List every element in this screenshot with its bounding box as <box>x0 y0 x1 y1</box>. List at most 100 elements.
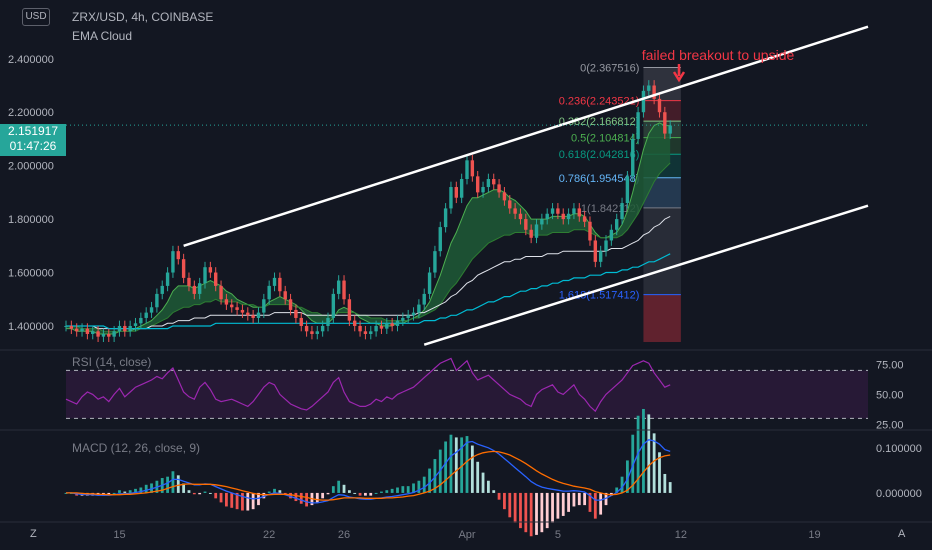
candle-body <box>652 85 656 99</box>
rsi-pane[interactable]: RSI (14, close) 75.00 50.00 25.00 <box>65 355 904 431</box>
rsi-band-fill <box>66 370 868 419</box>
candle <box>144 307 148 324</box>
macd-histogram-bar <box>572 492 576 507</box>
candle-body <box>465 160 469 180</box>
candle-body <box>203 267 207 284</box>
last-price-value: 2.151917 <box>7 124 59 138</box>
macd-histogram-bar <box>652 433 656 493</box>
candle <box>449 181 453 214</box>
candle-body <box>331 293 336 318</box>
candle <box>310 325 314 340</box>
macd-histogram-bar <box>374 492 378 494</box>
macd-histogram-bar <box>556 492 560 519</box>
fib-level-label: 0.236(2.243521) <box>559 96 640 108</box>
candle <box>208 261 213 278</box>
last-price-tag: 2.151917 01:47:26 <box>0 124 66 156</box>
candle <box>214 267 218 292</box>
candle <box>219 280 223 305</box>
candle-body <box>657 98 662 113</box>
candle <box>240 304 245 318</box>
axes: 2.400000 2.200000 2.000000 1.800000 1.600000… <box>0 54 932 541</box>
macd-pane[interactable]: MACD (12, 26, close, 9) 0.100000 0.000000 <box>64 408 922 537</box>
macd-histogram-bar <box>406 486 410 493</box>
candle <box>663 106 667 139</box>
candle <box>320 320 325 337</box>
candle-body <box>395 320 400 326</box>
candle <box>641 85 646 118</box>
candle-body <box>534 224 539 238</box>
auto-scale-button[interactable]: A <box>898 528 906 540</box>
candle-body <box>117 325 122 332</box>
candle-body <box>470 160 475 177</box>
candle <box>609 224 614 246</box>
candle-body <box>390 323 394 326</box>
channel-lower-line <box>423 204 869 346</box>
candle <box>80 323 84 337</box>
price-pane[interactable]: 0(2.367516)0.236(2.243521)0.382(2.166812… <box>64 25 869 346</box>
ma-white-line <box>66 215 671 330</box>
candle-body <box>625 176 630 204</box>
candle <box>513 203 517 220</box>
macd-histogram-bar <box>326 492 330 495</box>
candle-body <box>481 187 485 193</box>
candle-body <box>518 213 523 220</box>
price-axis-tick-label: 1.800000 <box>8 214 54 226</box>
candle <box>417 299 421 318</box>
candle-body <box>176 251 180 260</box>
macd-histogram-bar <box>208 492 212 494</box>
candle-body <box>133 323 138 326</box>
x-axis-tick-label: Apr <box>458 529 475 541</box>
symbol-title: ZRX/USD, 4h, COINBASE <box>72 10 214 24</box>
macd-histogram-bar <box>139 487 143 493</box>
candle-body <box>572 208 576 214</box>
candle <box>427 267 432 300</box>
candle-body <box>315 331 319 334</box>
candle <box>588 216 592 246</box>
candle-body <box>438 227 442 252</box>
candle <box>631 133 635 182</box>
fib-level-label: 1(1.842112) <box>581 203 640 215</box>
candle-body <box>497 184 501 193</box>
macd-histogram-bar <box>492 490 496 493</box>
macd-histogram-bar <box>658 452 661 493</box>
macd-histogram-bar <box>166 476 169 493</box>
candle-body <box>427 272 432 294</box>
macd-signal-line <box>66 450 671 501</box>
candle-body <box>620 203 624 220</box>
candle <box>497 179 501 198</box>
macd-histogram-bar <box>577 492 581 506</box>
candle <box>299 312 303 332</box>
candle-body <box>663 112 667 134</box>
candle-body <box>540 219 544 225</box>
candle-body <box>85 328 90 334</box>
candle <box>112 325 116 342</box>
candle-body <box>69 325 74 329</box>
candle-body <box>379 325 384 329</box>
candle <box>598 245 603 268</box>
candle-body <box>187 277 191 286</box>
macd-histogram-bar <box>642 408 645 493</box>
candle-body <box>96 331 100 337</box>
candle-body <box>181 259 186 278</box>
candle <box>540 213 544 230</box>
candle <box>192 280 197 300</box>
candle <box>556 203 560 220</box>
macd-histogram-bar <box>219 492 223 503</box>
fib-level-label: 0(2.367516) <box>580 62 639 74</box>
macd-histogram-bar <box>134 488 137 493</box>
macd-title: MACD (12, 26, close, 9) <box>72 441 200 455</box>
candle <box>401 312 405 326</box>
candle-body <box>443 208 448 228</box>
currency-badge[interactable]: USD <box>22 8 50 26</box>
macd-histogram-bar <box>540 492 544 533</box>
macd-histogram-bar <box>524 492 528 533</box>
price-axis-tick-label: 1.600000 <box>8 268 54 280</box>
timezone-button[interactable]: Z <box>30 528 37 540</box>
candle <box>288 293 293 316</box>
macd-histogram-bar <box>631 434 635 493</box>
candle-body <box>422 293 426 305</box>
x-axis-tick-label: 22 <box>263 529 275 541</box>
candle-body <box>74 328 79 332</box>
candle <box>438 221 442 257</box>
